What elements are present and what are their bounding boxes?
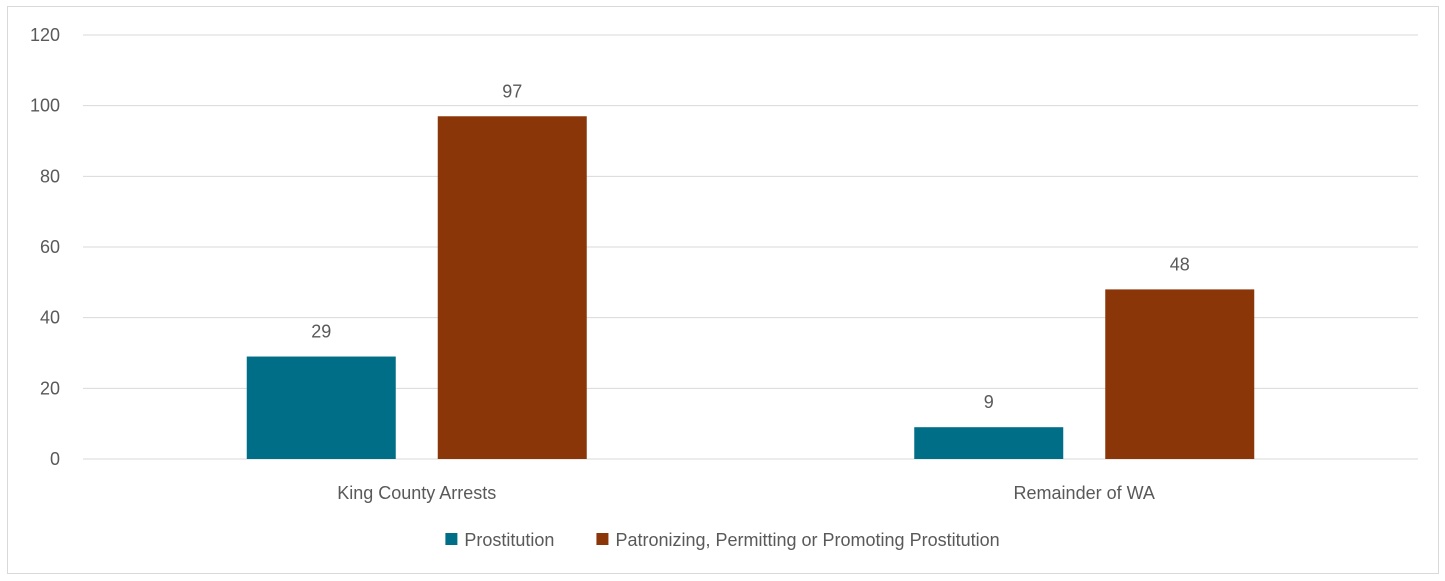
bar	[1105, 289, 1255, 459]
bar	[246, 356, 396, 459]
legend-label: Prostitution	[464, 530, 554, 550]
bar	[914, 427, 1064, 459]
y-tick-label: 20	[40, 378, 60, 398]
y-tick-label: 0	[50, 449, 60, 469]
y-tick-label: 40	[40, 308, 60, 328]
data-label: 97	[502, 81, 522, 101]
y-tick-label: 60	[40, 237, 60, 257]
y-tick-label: 100	[30, 96, 60, 116]
y-tick-label: 80	[40, 166, 60, 186]
legend-swatch	[445, 533, 458, 545]
x-category-label: King County Arrests	[337, 483, 496, 503]
bar	[437, 116, 587, 460]
legend-label: Patronizing, Permitting or Promoting Pro…	[615, 530, 999, 550]
data-label: 48	[1170, 254, 1190, 274]
data-label: 29	[311, 322, 331, 342]
y-tick-label: 120	[30, 25, 60, 45]
legend-swatch	[596, 533, 609, 545]
x-category-label: Remainder of WA	[1014, 483, 1155, 503]
data-label: 9	[984, 392, 994, 412]
